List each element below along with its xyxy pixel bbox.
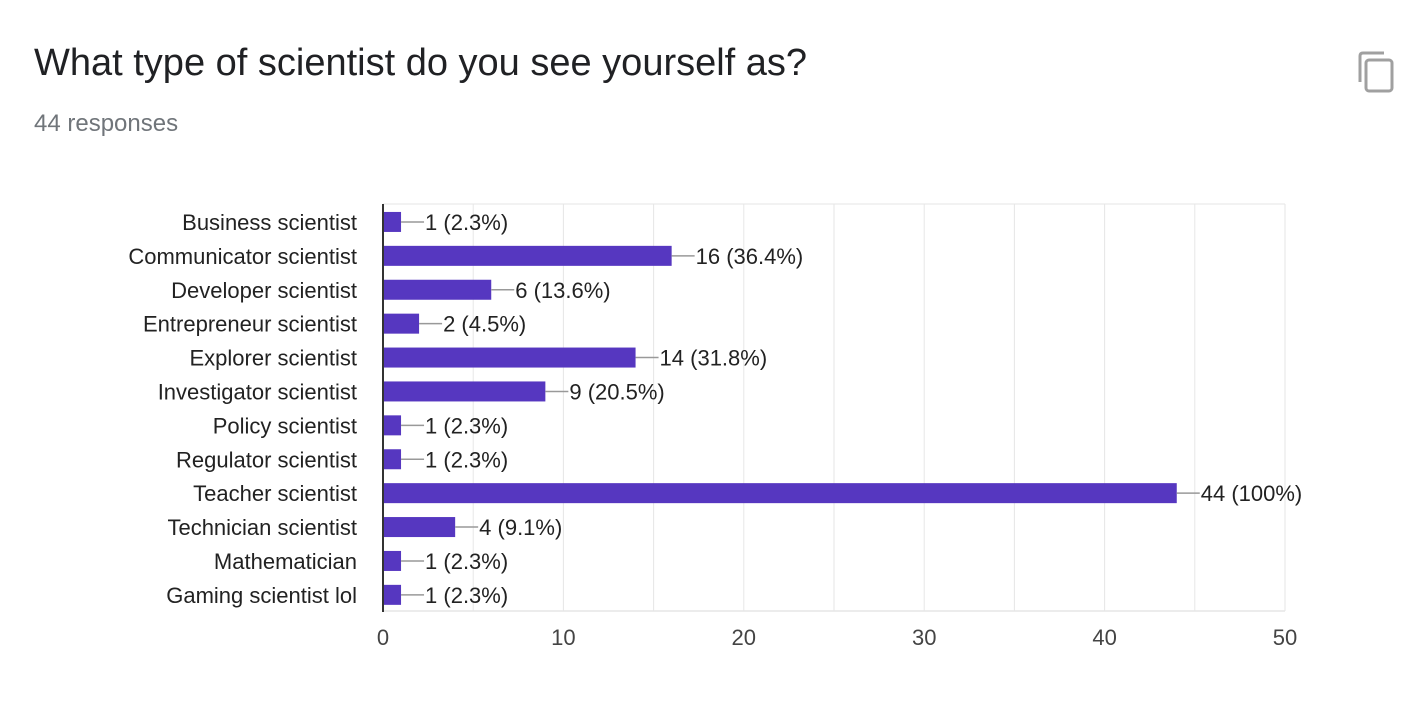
data-label: 1 (2.3%) — [425, 447, 508, 472]
data-label: 1 (2.3%) — [425, 583, 508, 608]
x-tick-label: 0 — [377, 625, 389, 650]
category-label: Technician scientist — [167, 515, 357, 540]
x-tick-label: 30 — [912, 625, 936, 650]
copy-chart-button[interactable] — [1356, 50, 1396, 94]
category-label: Communicator scientist — [128, 244, 357, 269]
bar — [383, 517, 456, 538]
bar — [383, 211, 402, 232]
data-label: 16 (36.4%) — [696, 244, 804, 269]
x-tick-label: 40 — [1092, 625, 1116, 650]
data-label: 1 (2.3%) — [425, 413, 508, 438]
category-label: Regulator scientist — [176, 447, 357, 472]
copy-icon — [1358, 51, 1394, 93]
category-label: Entrepreneur scientist — [143, 312, 357, 337]
data-label: 1 (2.3%) — [425, 210, 508, 235]
category-label: Mathematician — [214, 549, 357, 574]
bar — [383, 550, 402, 571]
data-label: 4 (9.1%) — [479, 515, 562, 540]
question-title: What type of scientist do you see yourse… — [34, 42, 808, 84]
bar — [383, 415, 402, 436]
data-label: 6 (13.6%) — [515, 278, 610, 303]
bar — [383, 449, 402, 470]
x-tick-label: 50 — [1273, 625, 1297, 650]
bar — [383, 245, 672, 266]
bar — [383, 347, 636, 368]
bar — [383, 313, 420, 334]
response-count: 44 responses — [34, 110, 179, 137]
bar — [383, 483, 1177, 504]
category-label: Explorer scientist — [189, 346, 357, 371]
data-label: 14 (31.8%) — [660, 346, 768, 371]
category-label: Policy scientist — [213, 413, 357, 438]
category-label: Investigator scientist — [158, 379, 357, 404]
data-label: 9 (20.5%) — [569, 379, 664, 404]
data-label: 1 (2.3%) — [425, 549, 508, 574]
category-label: Teacher scientist — [193, 481, 357, 506]
category-label: Gaming scientist lol — [166, 583, 357, 608]
category-label: Business scientist — [182, 210, 357, 235]
bar — [383, 381, 546, 402]
bar — [383, 584, 402, 605]
x-tick-label: 20 — [732, 625, 756, 650]
bar — [383, 279, 492, 300]
data-label: 2 (4.5%) — [443, 312, 526, 337]
data-label: 44 (100%) — [1201, 481, 1303, 506]
x-tick-label: 10 — [551, 625, 575, 650]
category-label: Developer scientist — [171, 278, 357, 303]
